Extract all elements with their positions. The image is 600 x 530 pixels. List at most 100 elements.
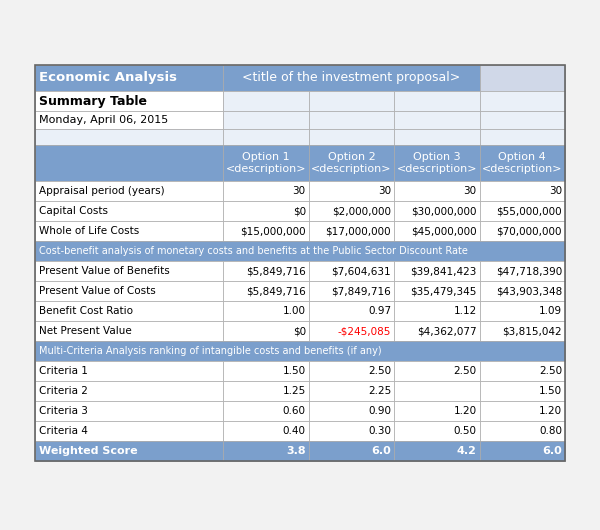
Bar (35, 241, 565, 261)
Bar (35, 65, 223, 91)
Bar (35, 381, 223, 401)
Bar (309, 321, 394, 341)
Text: Criteria 1: Criteria 1 (39, 366, 88, 376)
Text: 6.0: 6.0 (542, 446, 562, 456)
Bar (394, 321, 479, 341)
Bar (394, 361, 479, 381)
Bar (223, 91, 309, 111)
Bar (35, 65, 565, 461)
Text: 1.50: 1.50 (539, 386, 562, 396)
Bar (35, 261, 223, 281)
Text: 1.20: 1.20 (539, 406, 562, 416)
Bar (223, 421, 309, 441)
Text: $55,000,000: $55,000,000 (496, 206, 562, 216)
Text: 0.80: 0.80 (539, 426, 562, 436)
Text: $3,815,042: $3,815,042 (502, 326, 562, 336)
Bar (35, 91, 223, 111)
Text: 2.50: 2.50 (539, 366, 562, 376)
Text: $7,849,716: $7,849,716 (331, 286, 391, 296)
Bar (309, 201, 394, 221)
Bar (479, 361, 565, 381)
Text: 1.50: 1.50 (283, 366, 306, 376)
Bar (35, 129, 223, 145)
Text: 0.50: 0.50 (454, 426, 476, 436)
Text: $70,000,000: $70,000,000 (497, 226, 562, 236)
Bar (223, 401, 309, 421)
Text: 6.0: 6.0 (371, 446, 391, 456)
Bar (309, 181, 394, 201)
Bar (479, 441, 565, 461)
Bar (35, 111, 223, 129)
Text: 2.50: 2.50 (368, 366, 391, 376)
Bar (223, 129, 309, 145)
Text: Present Value of Costs: Present Value of Costs (39, 286, 156, 296)
Bar (309, 441, 394, 461)
Bar (309, 91, 394, 111)
Bar (35, 181, 223, 201)
Text: $39,841,423: $39,841,423 (410, 266, 476, 276)
Text: 2.50: 2.50 (454, 366, 476, 376)
Bar (223, 111, 309, 129)
Text: 0.30: 0.30 (368, 426, 391, 436)
Text: 1.25: 1.25 (283, 386, 306, 396)
Text: $0: $0 (293, 326, 306, 336)
Text: 30: 30 (463, 186, 476, 196)
Bar (479, 145, 565, 181)
Bar (223, 301, 309, 321)
Bar (479, 321, 565, 341)
Bar (479, 111, 565, 129)
Bar (479, 91, 565, 111)
Bar (223, 361, 309, 381)
Bar (394, 145, 479, 181)
Bar (479, 301, 565, 321)
Bar (223, 281, 309, 301)
Bar (394, 111, 479, 129)
Text: $45,000,000: $45,000,000 (411, 226, 476, 236)
Text: Capital Costs: Capital Costs (39, 206, 108, 216)
Text: Criteria 4: Criteria 4 (39, 426, 88, 436)
Text: 1.12: 1.12 (454, 306, 476, 316)
Text: $5,849,716: $5,849,716 (246, 266, 306, 276)
Text: $30,000,000: $30,000,000 (411, 206, 476, 216)
Bar (394, 91, 479, 111)
Bar (394, 421, 479, 441)
Bar (223, 261, 309, 281)
Text: $35,479,345: $35,479,345 (410, 286, 476, 296)
Text: Whole of Life Costs: Whole of Life Costs (39, 226, 139, 236)
Text: $5,849,716: $5,849,716 (246, 286, 306, 296)
Text: 30: 30 (378, 186, 391, 196)
Text: 1.09: 1.09 (539, 306, 562, 316)
Text: 30: 30 (549, 186, 562, 196)
Bar (35, 441, 223, 461)
Bar (309, 301, 394, 321)
Bar (479, 261, 565, 281)
Text: Net Present Value: Net Present Value (39, 326, 132, 336)
Bar (479, 281, 565, 301)
Bar (394, 401, 479, 421)
Bar (309, 129, 394, 145)
Bar (479, 401, 565, 421)
Text: $7,604,631: $7,604,631 (332, 266, 391, 276)
Bar (35, 145, 223, 181)
Bar (479, 201, 565, 221)
Text: 1.20: 1.20 (454, 406, 476, 416)
Bar (394, 381, 479, 401)
Text: Benefit Cost Ratio: Benefit Cost Ratio (39, 306, 133, 316)
Bar (223, 201, 309, 221)
Bar (35, 301, 223, 321)
Text: Present Value of Benefits: Present Value of Benefits (39, 266, 170, 276)
Bar (223, 181, 309, 201)
Bar (479, 381, 565, 401)
Text: Cost-benefit analysis of monetary costs and benefits at the Public Sector Discou: Cost-benefit analysis of monetary costs … (39, 246, 468, 256)
Text: Weighted Score: Weighted Score (39, 446, 137, 456)
Text: Appraisal period (years): Appraisal period (years) (39, 186, 164, 196)
Bar (309, 221, 394, 241)
Bar (35, 201, 223, 221)
Bar (394, 221, 479, 241)
Text: $4,362,077: $4,362,077 (417, 326, 476, 336)
Text: 2.25: 2.25 (368, 386, 391, 396)
Bar (35, 221, 223, 241)
Bar (309, 145, 394, 181)
Text: Criteria 3: Criteria 3 (39, 406, 88, 416)
Text: $2,000,000: $2,000,000 (332, 206, 391, 216)
